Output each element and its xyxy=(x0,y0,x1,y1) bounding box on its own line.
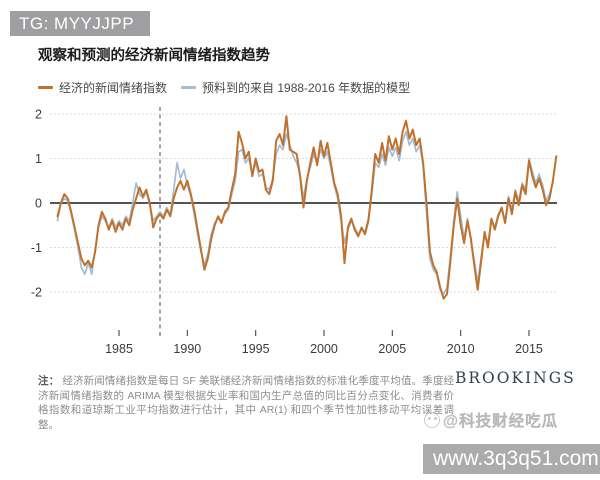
tg-channel-badge: TG: MYYJJPP xyxy=(10,11,150,36)
svg-text:2000: 2000 xyxy=(310,342,338,356)
svg-text:2015: 2015 xyxy=(515,342,543,356)
legend-label-model: 预料到的来自 1988-2016 年数据的模型 xyxy=(202,81,411,95)
legend-line-swatch-orange xyxy=(38,86,53,89)
footnote-prefix: 注： xyxy=(38,375,60,387)
svg-text:1: 1 xyxy=(35,152,42,166)
svg-text:2010: 2010 xyxy=(447,342,475,356)
svg-text:-2: -2 xyxy=(31,286,42,300)
legend-line-swatch-blue xyxy=(181,86,197,89)
svg-text:-1: -1 xyxy=(31,241,42,255)
social-watermark: @科技财经吃瓜 xyxy=(424,409,558,431)
chart-footnote: 注： 经济新闻情绪指数是每日 SF 美联储经济新闻情绪指数的标准化季度平均值。季… xyxy=(38,374,454,433)
chart-legend: 经济的新闻情绪指数 预料到的来自 1988-2016 年数据的模型 xyxy=(38,79,410,96)
svg-text:1990: 1990 xyxy=(173,342,201,356)
panda-icon xyxy=(424,412,440,428)
legend-item-model: 预料到的来自 1988-2016 年数据的模型 xyxy=(181,79,410,96)
svg-text:2005: 2005 xyxy=(378,342,406,356)
legend-label-sentiment: 经济的新闻情绪指数 xyxy=(59,81,168,95)
svg-text:0: 0 xyxy=(35,197,42,211)
brookings-logo: BROOKINGS xyxy=(455,369,576,387)
svg-text:1995: 1995 xyxy=(242,342,270,356)
legend-item-sentiment: 经济的新闻情绪指数 xyxy=(38,79,167,96)
svg-text:1985: 1985 xyxy=(105,342,133,356)
footnote-text: 经济新闻情绪指数是每日 SF 美联储经济新闻情绪指数的标准化季度平均值。季度经济… xyxy=(38,375,454,432)
chart-title: 观察和预测的经济新闻情绪指数趋势 xyxy=(38,48,270,64)
sentiment-line-chart: 2 1 0 -1 -2 1985 1990 1995 2000 2005 2010 2015 xyxy=(31,107,558,356)
url-watermark: www.3q3q51.com xyxy=(423,444,600,474)
svg-text:2: 2 xyxy=(35,108,42,122)
social-watermark-text: @科技财经吃瓜 xyxy=(443,413,559,431)
